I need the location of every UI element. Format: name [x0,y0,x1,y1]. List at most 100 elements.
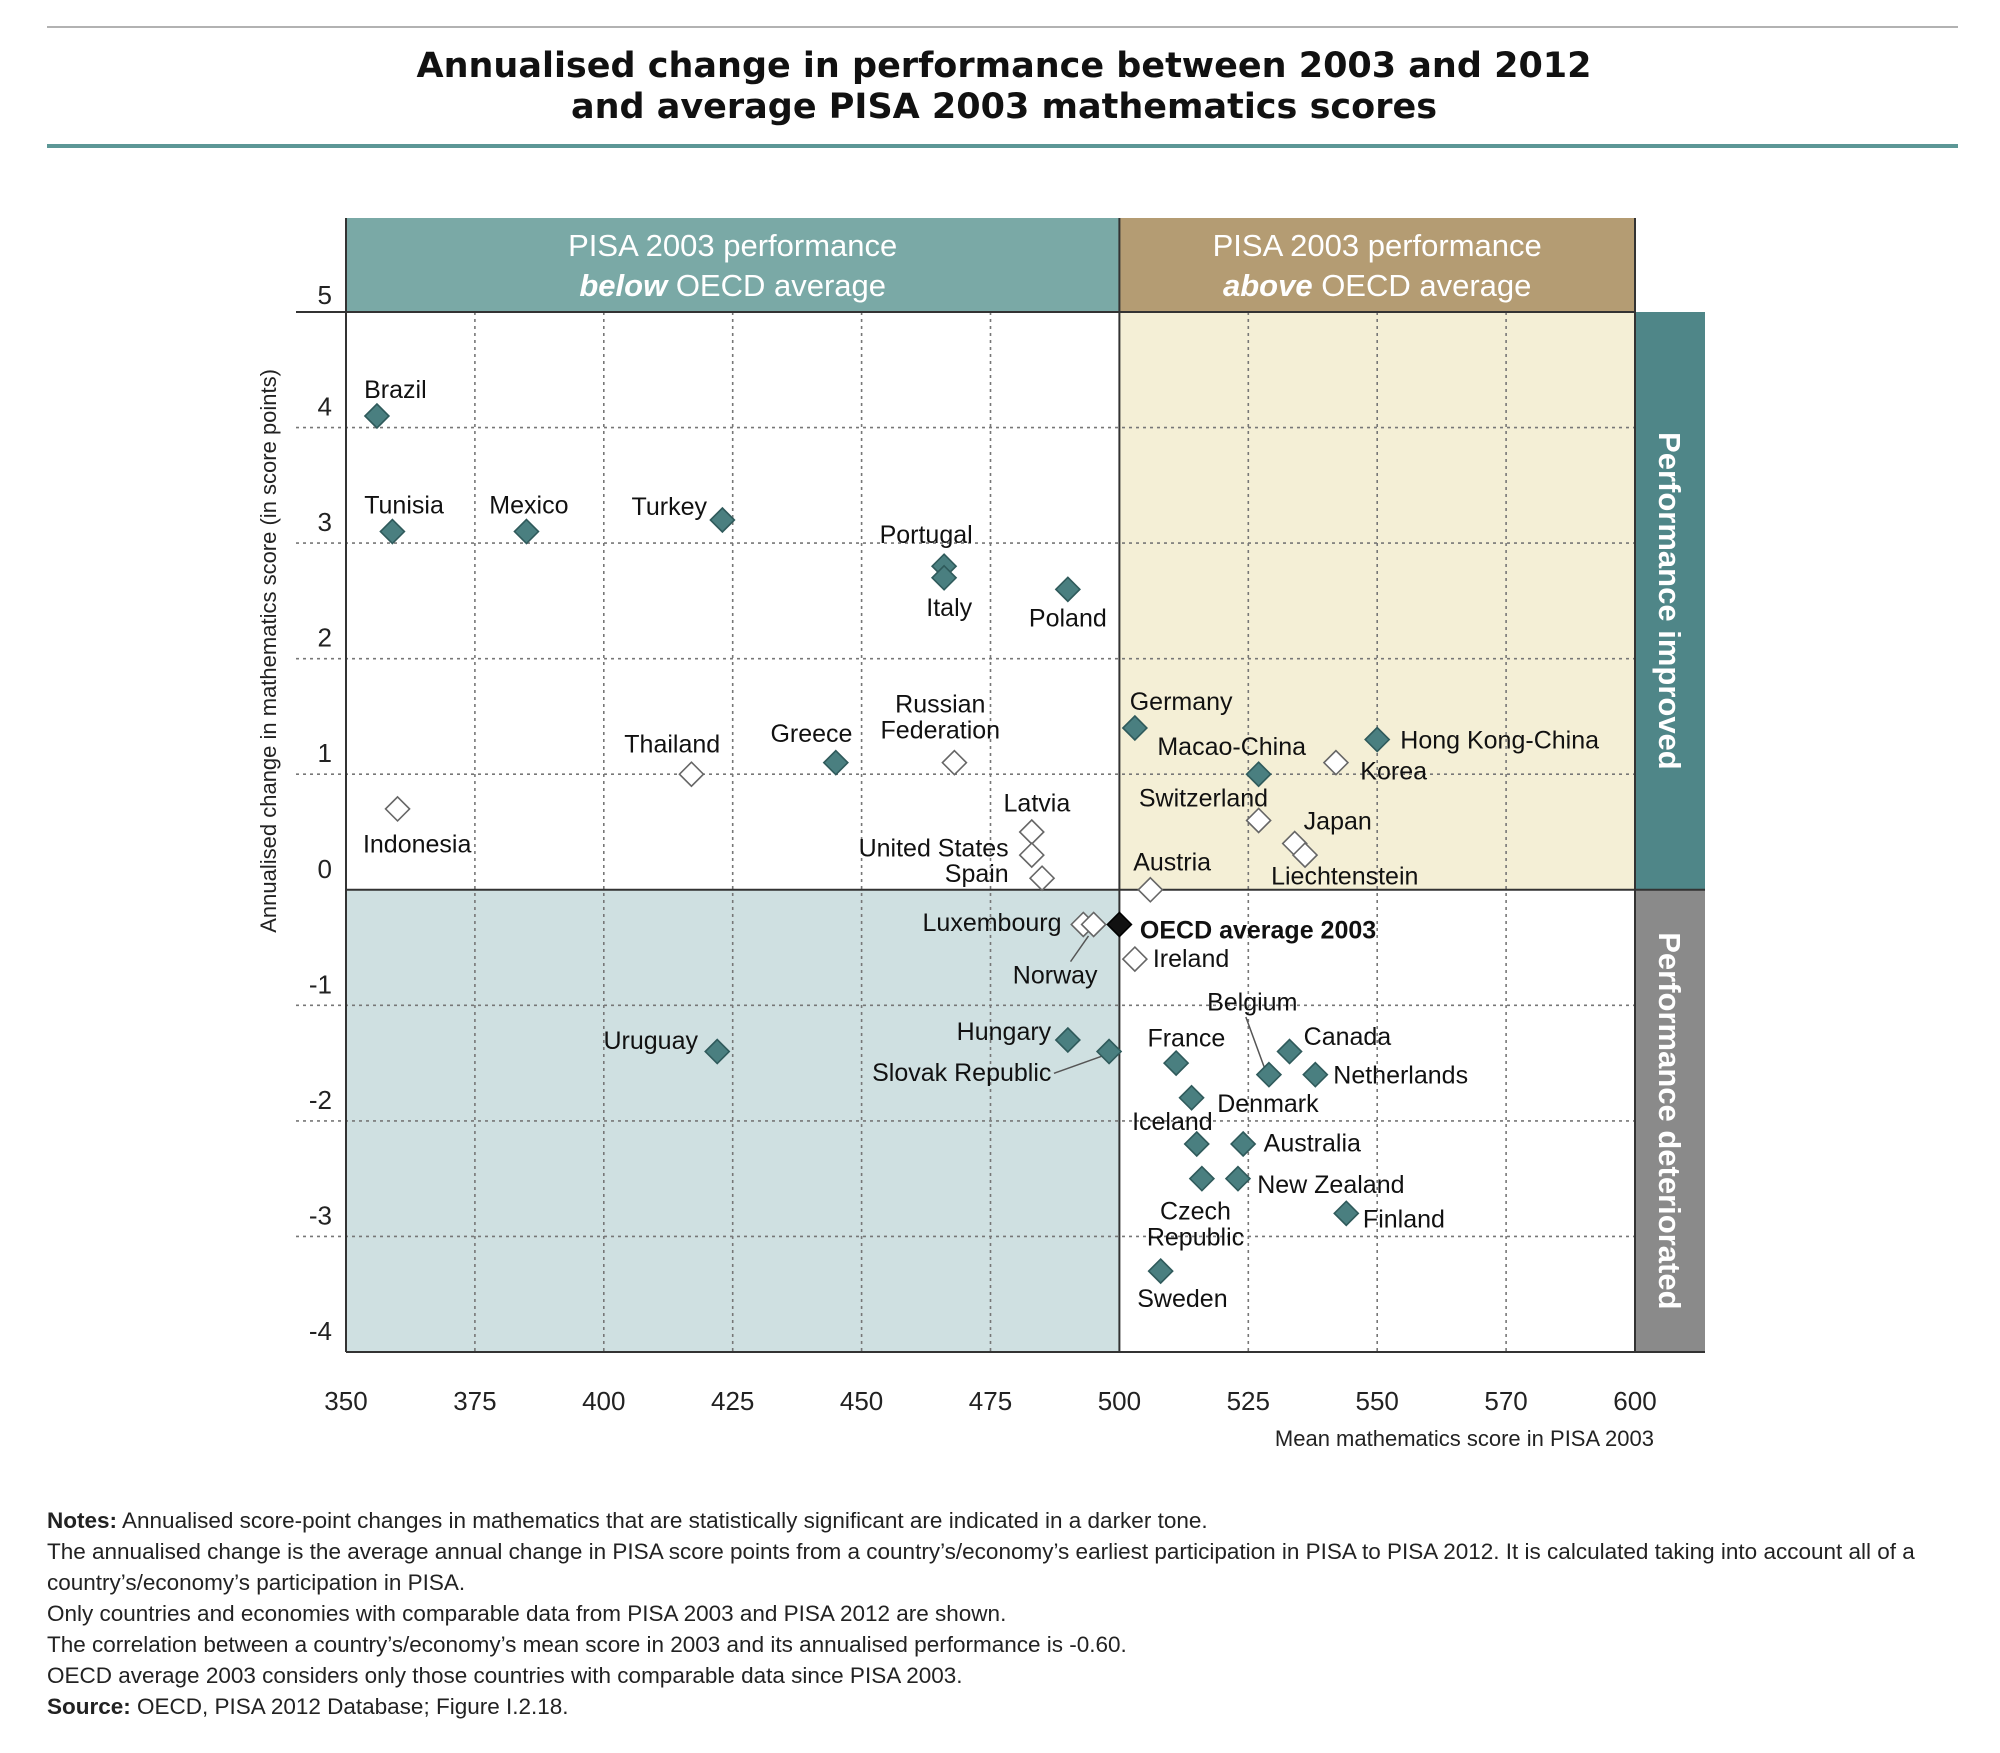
header-below-line2: below OECD average [579,268,886,303]
note-1: Notes: Annualised score-point changes in… [47,1505,1957,1536]
source-text: OECD, PISA 2012 Database; Figure I.2.18. [130,1694,569,1719]
point-label-latvia: Latvia [1004,789,1071,817]
point-iceland [1183,1130,1210,1158]
source-label: Source: [47,1694,131,1719]
point-label-belgium: Belgium [1207,989,1297,1017]
point-brazil [363,402,391,430]
point-united-states [1018,841,1045,869]
point-spain [1028,865,1056,892]
point-label-uruguay: Uruguay [604,1027,699,1055]
point-label-portugal: Portugal [880,521,973,549]
x-tick-label: 570 [1484,1386,1527,1416]
point-label-finland: Finland [1363,1205,1445,1233]
point-label-liechtenstein: Liechtenstein [1271,863,1418,891]
point-czech-republic [1188,1165,1216,1192]
y-tick-label: -2 [309,1085,332,1115]
header-above-line1: PISA 2003 performance [1213,228,1542,263]
header-above-oecd [1119,218,1635,312]
band-improved-label: Performance improved [1652,432,1687,770]
point-label-new-zealand: New Zealand [1257,1171,1404,1199]
x-axis-title: Mean mathematics score in PISA 2003 [1275,1426,1654,1451]
x-tick-label: 375 [453,1386,496,1416]
point-label-switzerland: Switzerland [1139,784,1268,812]
x-tick-label: 425 [711,1386,754,1416]
x-tick-label: 500 [1098,1386,1141,1416]
y-tick-label: 5 [318,280,332,310]
point-finland [1333,1200,1360,1227]
point-label-ireland: Ireland [1153,945,1229,973]
point-austria [1137,876,1164,903]
y-tick-label: 0 [318,854,332,884]
point-label-luxembourg: Luxembourg [923,909,1062,937]
chart-notes: Notes: Annualised score-point changes in… [47,1505,1957,1722]
y-tick-label: -1 [309,969,332,999]
point-label-united-states: United States [859,834,1009,862]
point-label-mexico: Mexico [489,492,568,520]
point-denmark [1178,1084,1205,1111]
point-label-sweden: Sweden [1137,1285,1227,1313]
point-label-netherlands: Netherlands [1333,1062,1468,1090]
y-tick-label: 3 [318,507,332,537]
point-liechtenstein [1291,841,1319,869]
point-label-oecd-average-2003: OECD average 2003 [1140,917,1376,945]
point-indonesia [384,795,411,823]
point-uruguay [704,1038,731,1065]
y-tick-label: 1 [318,738,332,768]
point-italy [930,564,958,591]
leader-line-norway [1069,935,1090,963]
point-label-hungary: Hungary [957,1018,1052,1046]
y-tick-label: 4 [318,392,332,422]
point-label-italy: Italy [926,594,972,622]
point-label-hong-kong-china: Hong Kong-China [1400,727,1599,755]
x-tick-label: 525 [1227,1386,1270,1416]
note-5: OECD average 2003 considers only those c… [47,1663,963,1688]
point-label-thailand: Thailand [624,730,720,758]
point-label-germany: Germany [1130,688,1233,716]
point-poland [1054,576,1081,603]
point-ireland [1121,945,1148,973]
note-3: Only countries and economies with compar… [47,1601,1007,1626]
point-label-denmark: Denmark [1217,1090,1319,1118]
point-slovak-republic [1095,1038,1123,1065]
x-tick-label: 350 [324,1386,367,1416]
point-germany [1121,714,1148,742]
point-label-iceland: Iceland [1132,1108,1213,1136]
point-thailand [678,761,705,788]
y-tick-label: 2 [318,623,332,653]
scatter-chart: Annualised change in performance between… [47,26,1958,1451]
header-below-oecd [346,218,1120,312]
point-label-turkey: Turkey [632,493,708,521]
chart-title-line1: Annualised change in performance between… [416,46,1591,86]
chart-title-line2: and average PISA 2003 mathematics scores [571,87,1437,127]
notes-label: Notes: [47,1508,118,1533]
point-latvia [1018,818,1045,846]
point-label-greece: Greece [770,720,852,748]
header-below-line1: PISA 2003 performance [568,228,897,263]
point-belgium [1255,1061,1283,1088]
band-improved [1635,312,1705,890]
point-label-brazil: Brazil [364,376,427,404]
x-tick-label: 450 [840,1386,883,1416]
point-switzerland [1245,807,1272,834]
point-label-japan: Japan [1304,807,1372,835]
point-label-russian-federation: Russian Federation [881,691,1001,745]
point-turkey [709,506,736,534]
point-hong-kong-china [1364,726,1391,753]
point-france [1162,1049,1190,1077]
point-label-canada: Canada [1304,1023,1392,1051]
point-tunisia [379,518,406,545]
point-australia [1230,1130,1257,1158]
point-korea [1322,749,1350,776]
point-canada [1276,1038,1303,1065]
point-norway [1080,911,1107,938]
source: Source: OECD, PISA 2012 Database; Figure… [47,1691,1957,1722]
point-hungary [1054,1026,1081,1054]
x-tick-label: 475 [969,1386,1012,1416]
header-above-line2: above OECD average [1223,268,1531,303]
point-greece [822,749,849,776]
x-tick-label: 550 [1356,1386,1399,1416]
note-4: The correlation between a country’s/econ… [47,1632,1127,1657]
point-label-slovak-republic: Slovak Republic [872,1059,1051,1087]
y-tick-label: -3 [309,1200,332,1230]
point-label-norway: Norway [1013,961,1098,989]
